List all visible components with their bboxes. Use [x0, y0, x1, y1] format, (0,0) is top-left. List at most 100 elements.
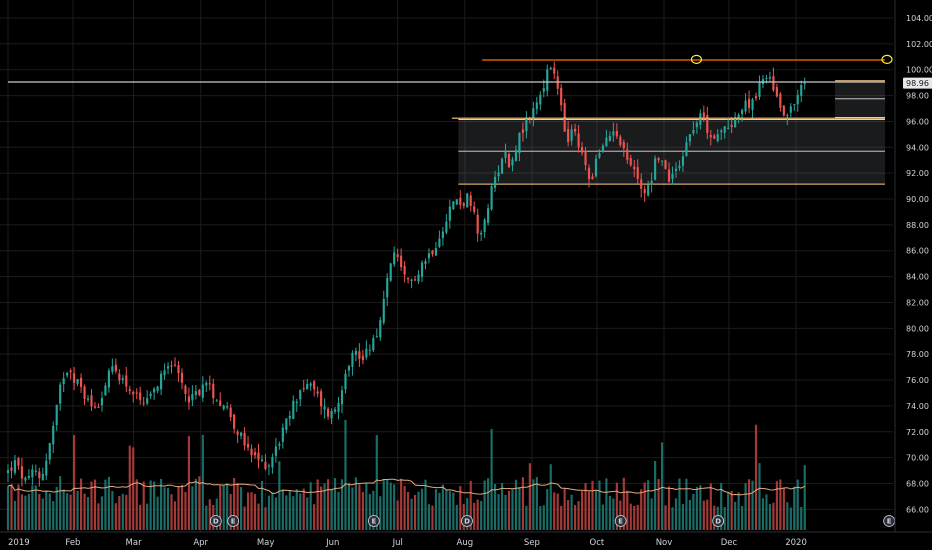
- candle-body: [191, 394, 194, 401]
- candle-body: [563, 103, 566, 132]
- zone-box: [458, 119, 885, 185]
- volume-bar: [135, 479, 138, 530]
- volume-bar: [671, 507, 674, 530]
- candle-body: [393, 252, 396, 265]
- volume-bar: [97, 503, 100, 530]
- volume-bar: [177, 486, 180, 530]
- volume-bar: [320, 486, 323, 530]
- volume-bar: [730, 490, 733, 530]
- candle-body: [487, 208, 490, 223]
- volume-bar: [601, 504, 605, 530]
- volume-bar: [487, 478, 490, 530]
- candle-body: [212, 383, 215, 399]
- candle-body: [389, 263, 392, 281]
- candle-body: [695, 122, 698, 128]
- candle-body: [107, 370, 110, 388]
- candle-body: [737, 114, 740, 120]
- volume-bar: [497, 494, 500, 530]
- y-tick-label: 98.00: [906, 92, 929, 101]
- volume-bar: [445, 489, 448, 530]
- volume-bar: [295, 489, 298, 530]
- candle-body: [31, 469, 34, 478]
- candle-body: [386, 277, 389, 298]
- candle-body: [180, 372, 184, 383]
- candle-body: [48, 443, 51, 460]
- candle-body: [337, 403, 340, 412]
- candle-body: [6, 470, 10, 474]
- candle-body: [166, 366, 170, 369]
- volume-bar: [737, 492, 740, 530]
- candle-body: [340, 390, 344, 405]
- volume-bar: [372, 490, 375, 530]
- volume-bar: [375, 435, 378, 530]
- candle-body: [55, 404, 58, 426]
- volume-bar: [553, 492, 556, 530]
- candle-body: [285, 418, 288, 430]
- candle-body: [782, 105, 785, 116]
- candle-body: [229, 407, 232, 418]
- volume-bar: [125, 494, 128, 530]
- candle-body: [38, 471, 41, 479]
- volume-bar: [76, 490, 79, 530]
- candle-body: [246, 443, 250, 448]
- volume-bar: [146, 503, 149, 530]
- candle-body: [497, 172, 500, 177]
- candle-body: [243, 432, 246, 446]
- event-marker: [367, 515, 380, 527]
- volume-bar: [194, 478, 197, 530]
- volume-bar: [173, 501, 177, 530]
- candle-body: [125, 375, 128, 387]
- volume-bar: [316, 479, 319, 530]
- volume-bar: [734, 501, 737, 530]
- candle-body: [532, 108, 535, 118]
- volume-bar: [434, 489, 438, 530]
- volume-bar: [591, 480, 594, 530]
- volume-bar: [518, 487, 521, 530]
- event-marker-letter: D: [213, 518, 219, 526]
- event-marker: [614, 515, 627, 527]
- candle-body: [86, 398, 90, 400]
- candle-body: [539, 94, 542, 105]
- volume-bar: [86, 497, 90, 530]
- candle-body: [779, 93, 782, 108]
- candle-body: [13, 460, 17, 473]
- candle-body: [535, 102, 538, 110]
- volume-bar: [490, 428, 493, 530]
- candle-body: [20, 466, 23, 479]
- volume-bar: [309, 482, 312, 530]
- volume-bar: [480, 501, 483, 530]
- volume-bar: [253, 493, 257, 530]
- volume-bar: [93, 479, 97, 530]
- candle-body: [184, 385, 187, 394]
- volume-bar: [107, 476, 110, 530]
- candle-body: [302, 388, 305, 390]
- candle-body: [156, 386, 159, 392]
- candle-body: [570, 129, 573, 141]
- volume-bar: [156, 496, 159, 530]
- volume-bar: [379, 496, 382, 530]
- volume-bar: [758, 463, 761, 530]
- candle-body: [257, 452, 260, 460]
- volume-bar: [243, 506, 246, 530]
- volume-bar: [340, 479, 344, 530]
- candle-body: [240, 432, 243, 437]
- candle-body: [702, 112, 705, 118]
- candle-body: [250, 448, 253, 456]
- volume-bar: [382, 479, 385, 530]
- volume-bar: [612, 498, 615, 530]
- candle-body: [274, 446, 277, 456]
- highlight-circle: [690, 54, 703, 64]
- candle-body: [660, 160, 664, 162]
- candle-body: [469, 195, 472, 206]
- candle-body: [500, 158, 504, 174]
- volume-bar: [695, 486, 698, 530]
- candle-body: [226, 406, 229, 408]
- candle-body: [323, 406, 326, 410]
- volume-bar: [448, 491, 451, 530]
- volume-bar: [62, 489, 65, 530]
- volume-bar: [744, 483, 747, 530]
- volume-bar: [535, 477, 538, 530]
- candle-body: [786, 115, 789, 117]
- volume-bar: [459, 486, 462, 530]
